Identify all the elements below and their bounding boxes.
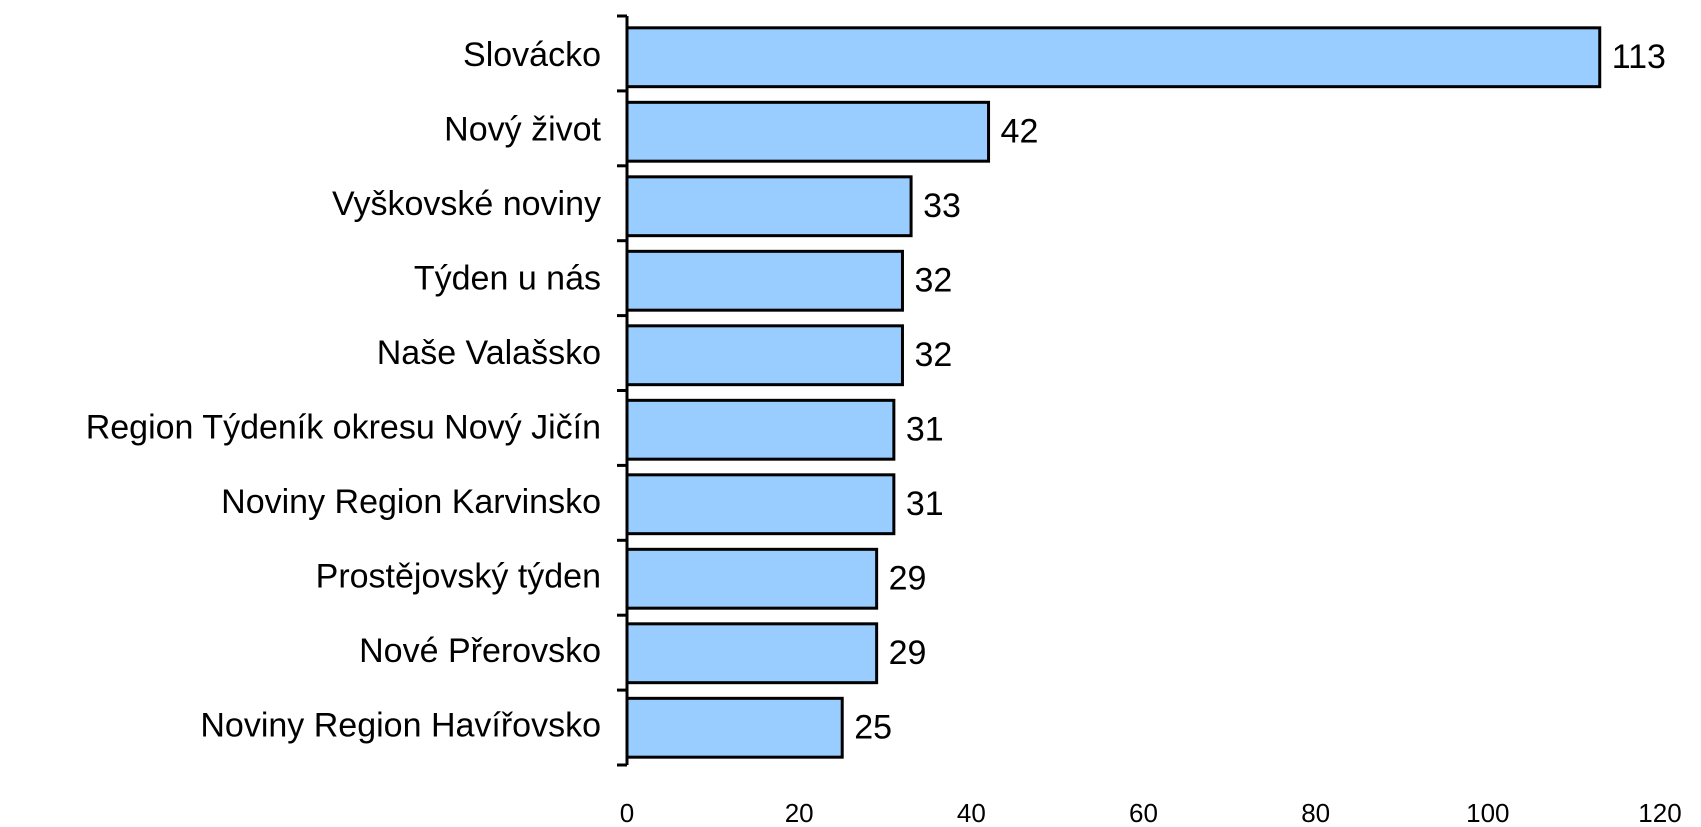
data-label: 29 [889,560,927,598]
bar [625,249,904,312]
y-tick-label: Nový život [444,111,601,149]
bar [625,100,991,163]
bar [625,324,904,387]
data-label: 113 [1612,38,1666,76]
x-tick-label: 20 [785,798,814,827]
data-label: 29 [889,634,927,672]
x-tick-label: 0 [620,798,634,827]
data-label: 32 [914,262,952,300]
y-tick-label: Týden u nás [414,260,601,298]
x-tick-label: 100 [1466,798,1509,827]
data-label: 33 [923,187,961,225]
bar [625,26,1602,89]
y-tick-label: Slovácko [463,36,601,74]
x-tick-label: 120 [1638,798,1681,827]
data-label: 31 [906,485,944,523]
bar [625,473,896,536]
x-tick-label: 40 [957,798,986,827]
data-label: 31 [906,411,944,449]
bar [625,622,879,685]
x-tick-label: 80 [1301,798,1330,827]
data-label: 32 [914,336,952,374]
y-tick-label: Noviny Region Karvinsko [221,483,601,521]
bar [625,398,896,461]
y-tick-label: Region Týdeník okresu Nový Jičín [86,409,601,447]
y-tick-label: Vyškovské noviny [332,185,601,223]
bar [625,696,844,759]
bar [625,547,879,610]
bar [625,175,913,238]
y-tick-label: Prostějovský týden [316,558,601,596]
y-tick-label: Nové Přerovsko [359,632,601,670]
y-tick-label: Noviny Region Havířovsko [200,707,601,745]
x-tick-label: 60 [1129,798,1158,827]
data-label: 25 [854,709,892,747]
y-tick-label: Naše Valašsko [377,334,601,372]
data-label: 42 [1001,113,1039,151]
